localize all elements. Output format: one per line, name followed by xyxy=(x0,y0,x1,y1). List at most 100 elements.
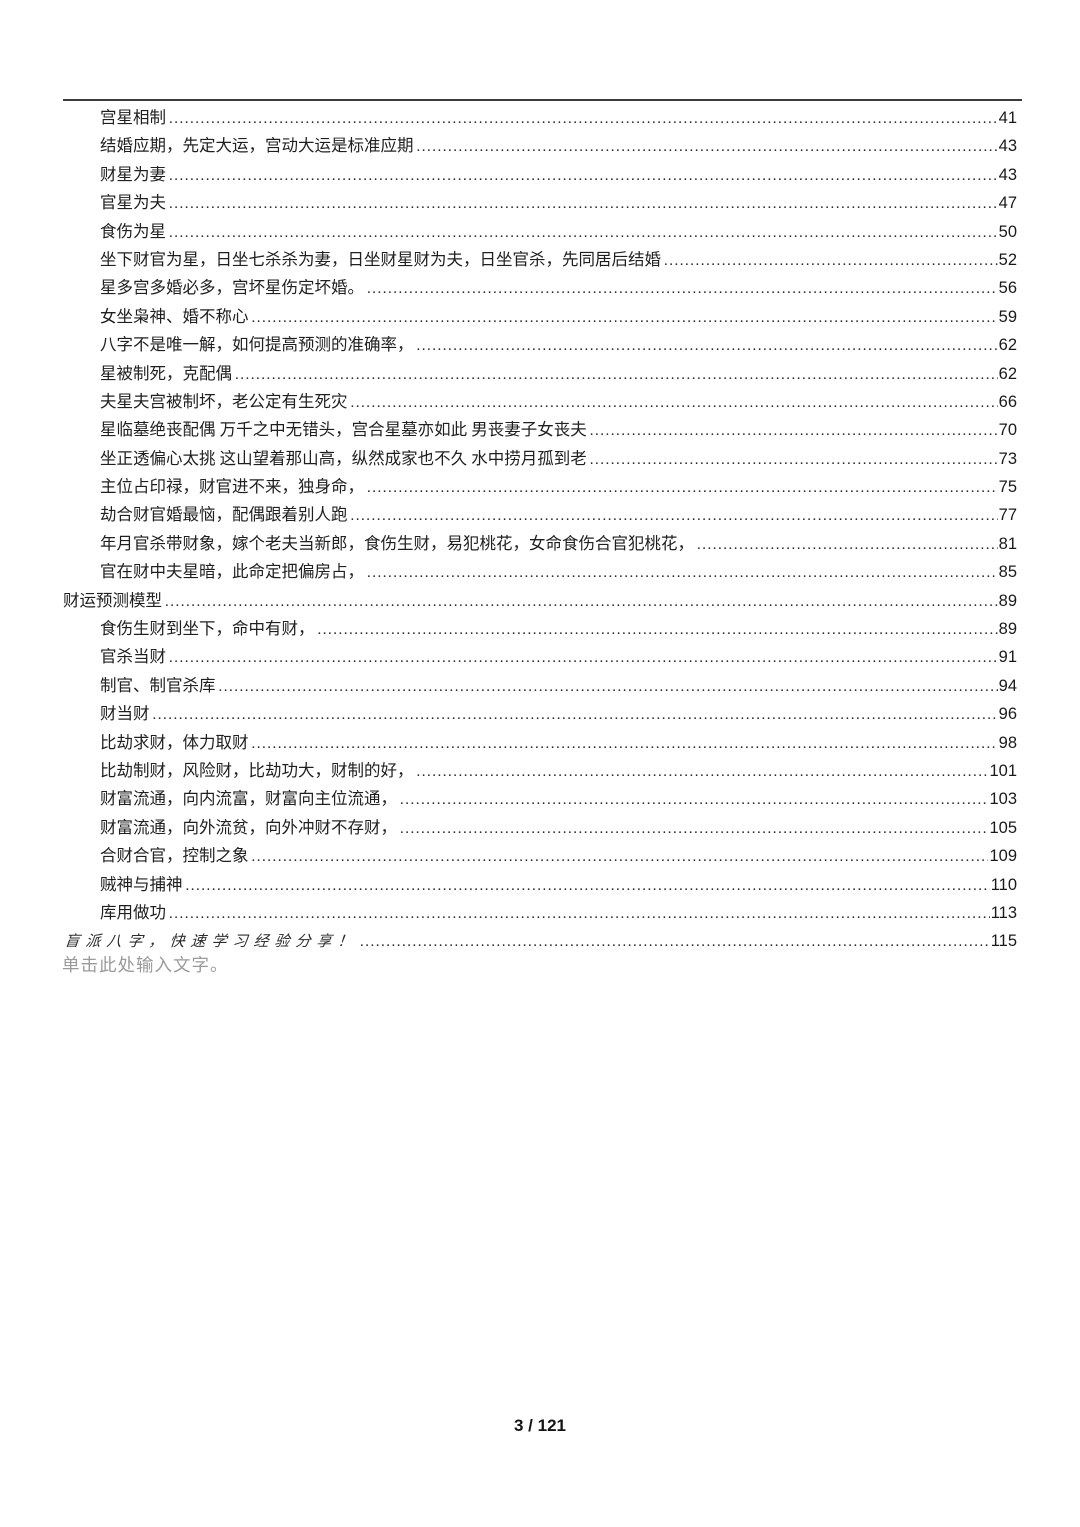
toc-dot-leader xyxy=(235,361,998,389)
toc-dot-leader xyxy=(360,928,990,956)
toc-entry[interactable]: 比劫制财，风险财，比劫功大，财制的好， 101 xyxy=(63,757,1017,785)
toc-entry[interactable]: 女坐枭神、婚不称心 59 xyxy=(63,303,1017,331)
toc-page-number: 85 xyxy=(998,563,1017,582)
toc-entry[interactable]: 食伤生财到坐下，命中有财， 89 xyxy=(63,615,1017,643)
toc-entry[interactable]: 坐正透偏心太挑 这山望着那山高，纵然成家也不久 水中捞月孤到老 73 xyxy=(63,445,1017,473)
toc-entry-title: 夫星夫宫被制坏，老公定有生死灾 xyxy=(100,391,348,411)
toc-entry[interactable]: 财运预测模型 89 xyxy=(63,587,1017,615)
table-of-contents: 宫星相制 41 结婚应期，先定大运，宫动大运是标准应期 43 财星为妻 43 官… xyxy=(63,104,1017,956)
toc-dot-leader xyxy=(417,332,998,360)
toc-entry-title: 食伤生财到坐下，命中有财， xyxy=(100,619,315,639)
toc-page-number: 77 xyxy=(998,506,1017,525)
toc-dot-leader xyxy=(165,588,998,616)
toc-dot-leader xyxy=(400,786,988,814)
toc-page-number: 50 xyxy=(998,222,1017,241)
toc-dot-leader xyxy=(169,190,998,218)
toc-dot-leader xyxy=(590,446,998,474)
toc-page-number: 75 xyxy=(998,478,1017,497)
toc-page-number: 43 xyxy=(998,165,1017,184)
toc-page-number: 41 xyxy=(998,109,1017,127)
toc-entry[interactable]: 制官、制官杀库 94 xyxy=(63,672,1017,700)
toc-entry-title: 劫合财官婚最恼，配偶跟着别人跑 xyxy=(100,505,348,525)
toc-page-number: 103 xyxy=(989,790,1017,809)
toc-entry-title: 星被制死，克配偶 xyxy=(100,363,232,383)
toc-entry[interactable]: 官星为夫 47 xyxy=(63,189,1017,217)
toc-entry[interactable]: 星临墓绝丧配偶 万千之中无错头，宫合星墓亦如此 男丧妻子女丧夫 70 xyxy=(63,416,1017,444)
toc-entry[interactable]: 坐下财官为星，日坐七杀杀为妻，日坐财星财为夫，日坐官杀，先同居后结婚 52 xyxy=(63,246,1017,274)
toc-dot-leader xyxy=(169,219,998,247)
toc-entry-title: 财富流通，向内流富，财富向主位流通， xyxy=(100,789,397,809)
toc-entry[interactable]: 星多宫多婚必多，宫坏星伤定坏婚。 56 xyxy=(63,274,1017,302)
toc-entry[interactable]: 宫星相制 41 xyxy=(63,104,1017,132)
toc-entry[interactable]: 结婚应期，先定大运，宫动大运是标准应期 43 xyxy=(63,132,1017,160)
toc-entry-title: 贼神与捕神 xyxy=(100,874,183,894)
toc-entry-title: 库用做功 xyxy=(100,902,166,922)
toc-page-number: 113 xyxy=(990,903,1017,922)
toc-entry[interactable]: 夫星夫宫被制坏，老公定有生死灾 66 xyxy=(63,388,1017,416)
toc-entry[interactable]: 年月官杀带财象，嫁个老夫当新郎，食伤生财，易犯桃花，女命食伤合官犯桃花， 81 xyxy=(63,530,1017,558)
toc-entry-title: 比劫制财，风险财，比劫功大，财制的好， xyxy=(100,760,414,780)
toc-dot-leader xyxy=(153,701,998,729)
toc-entry[interactable]: 财富流通，向内流富，财富向主位流通， 103 xyxy=(63,785,1017,813)
toc-entry-title: 制官、制官杀库 xyxy=(100,675,216,695)
toc-entry[interactable]: 财富流通，向外流贫，向外冲财不存财， 105 xyxy=(63,814,1017,842)
toc-entry[interactable]: 星被制死，克配偶 62 xyxy=(63,360,1017,388)
toc-entry-title: 财运预测模型 xyxy=(63,590,162,610)
toc-page-number: 73 xyxy=(998,449,1017,468)
toc-entry[interactable]: 财星为妻 43 xyxy=(63,161,1017,189)
toc-dot-leader xyxy=(417,133,998,161)
toc-dot-leader xyxy=(252,304,998,332)
toc-entry-title: 女坐枭神、婚不称心 xyxy=(100,306,249,326)
toc-page-number: 105 xyxy=(989,818,1017,837)
toc-dot-leader xyxy=(664,247,998,275)
toc-entry-title: 食伤为星 xyxy=(100,221,166,241)
toc-entry[interactable]: 财当财 96 xyxy=(63,700,1017,728)
toc-page-number: 52 xyxy=(998,250,1017,269)
toc-page-number: 96 xyxy=(998,705,1017,724)
toc-page-number: 91 xyxy=(998,648,1017,667)
toc-entry[interactable]: 盲派八字，快速学习经验分享！ 115 xyxy=(63,927,1017,955)
toc-page-number: 115 xyxy=(990,932,1017,951)
toc-entry[interactable]: 劫合财官婚最恼，配偶跟着别人跑 77 xyxy=(63,501,1017,529)
toc-entry[interactable]: 贼神与捕神 110 xyxy=(63,871,1017,899)
toc-entry-title: 年月官杀带财象，嫁个老夫当新郎，食伤生财，易犯桃花，女命食伤合官犯桃花， xyxy=(100,533,694,553)
toc-entry-title: 结婚应期，先定大运，宫动大运是标准应期 xyxy=(100,136,414,156)
toc-page-number: 62 xyxy=(998,364,1017,383)
toc-dot-leader xyxy=(351,502,998,530)
toc-entry[interactable]: 官杀当财 91 xyxy=(63,643,1017,671)
toc-entry-title: 财富流通，向外流贫，向外冲财不存财， xyxy=(100,817,397,837)
toc-entry[interactable]: 八字不是唯一解，如何提高预测的准确率， 62 xyxy=(63,331,1017,359)
toc-dot-leader xyxy=(351,389,998,417)
toc-page-number: 62 xyxy=(998,336,1017,355)
toc-entry-title: 主位占印禄，财官进不来，独身命， xyxy=(100,477,364,497)
toc-page-number: 70 xyxy=(998,421,1017,440)
toc-entry[interactable]: 官在财中夫星暗，此命定把偏房占， 85 xyxy=(63,558,1017,586)
toc-page-number: 43 xyxy=(998,137,1017,156)
toc-dot-leader xyxy=(318,616,998,644)
toc-entry[interactable]: 比劫求财，体力取财 98 xyxy=(63,729,1017,757)
text-input-placeholder[interactable]: 单击此处输入文字。 xyxy=(62,955,229,975)
toc-dot-leader xyxy=(400,815,988,843)
toc-entry-title: 财星为妻 xyxy=(100,164,166,184)
toc-page-number: 89 xyxy=(998,620,1017,639)
toc-dot-leader xyxy=(169,644,998,672)
toc-dot-leader xyxy=(252,730,998,758)
toc-entry-title: 坐下财官为星，日坐七杀杀为妻，日坐财星财为夫，日坐官杀，先同居后结婚 xyxy=(100,249,661,269)
toc-entry-title: 比劫求财，体力取财 xyxy=(100,732,249,752)
toc-entry[interactable]: 合财合官，控制之象 109 xyxy=(63,842,1017,870)
toc-dot-leader xyxy=(169,900,990,928)
toc-page-number: 81 xyxy=(998,534,1017,553)
toc-page-number: 110 xyxy=(990,875,1017,894)
toc-dot-leader xyxy=(169,105,998,133)
toc-page-number: 98 xyxy=(998,733,1017,752)
toc-entry-title: 官星为夫 xyxy=(100,193,166,213)
page-number-indicator: 3 / 121 xyxy=(514,1416,566,1435)
toc-entry[interactable]: 主位占印禄，财官进不来，独身命， 75 xyxy=(63,473,1017,501)
toc-dot-leader xyxy=(186,872,990,900)
toc-dot-leader xyxy=(697,531,998,559)
toc-dot-leader xyxy=(367,474,998,502)
toc-dot-leader xyxy=(417,758,989,786)
toc-entry[interactable]: 食伤为星 50 xyxy=(63,218,1017,246)
toc-entry[interactable]: 库用做功 113 xyxy=(63,899,1017,927)
toc-page-number: 47 xyxy=(998,194,1017,213)
